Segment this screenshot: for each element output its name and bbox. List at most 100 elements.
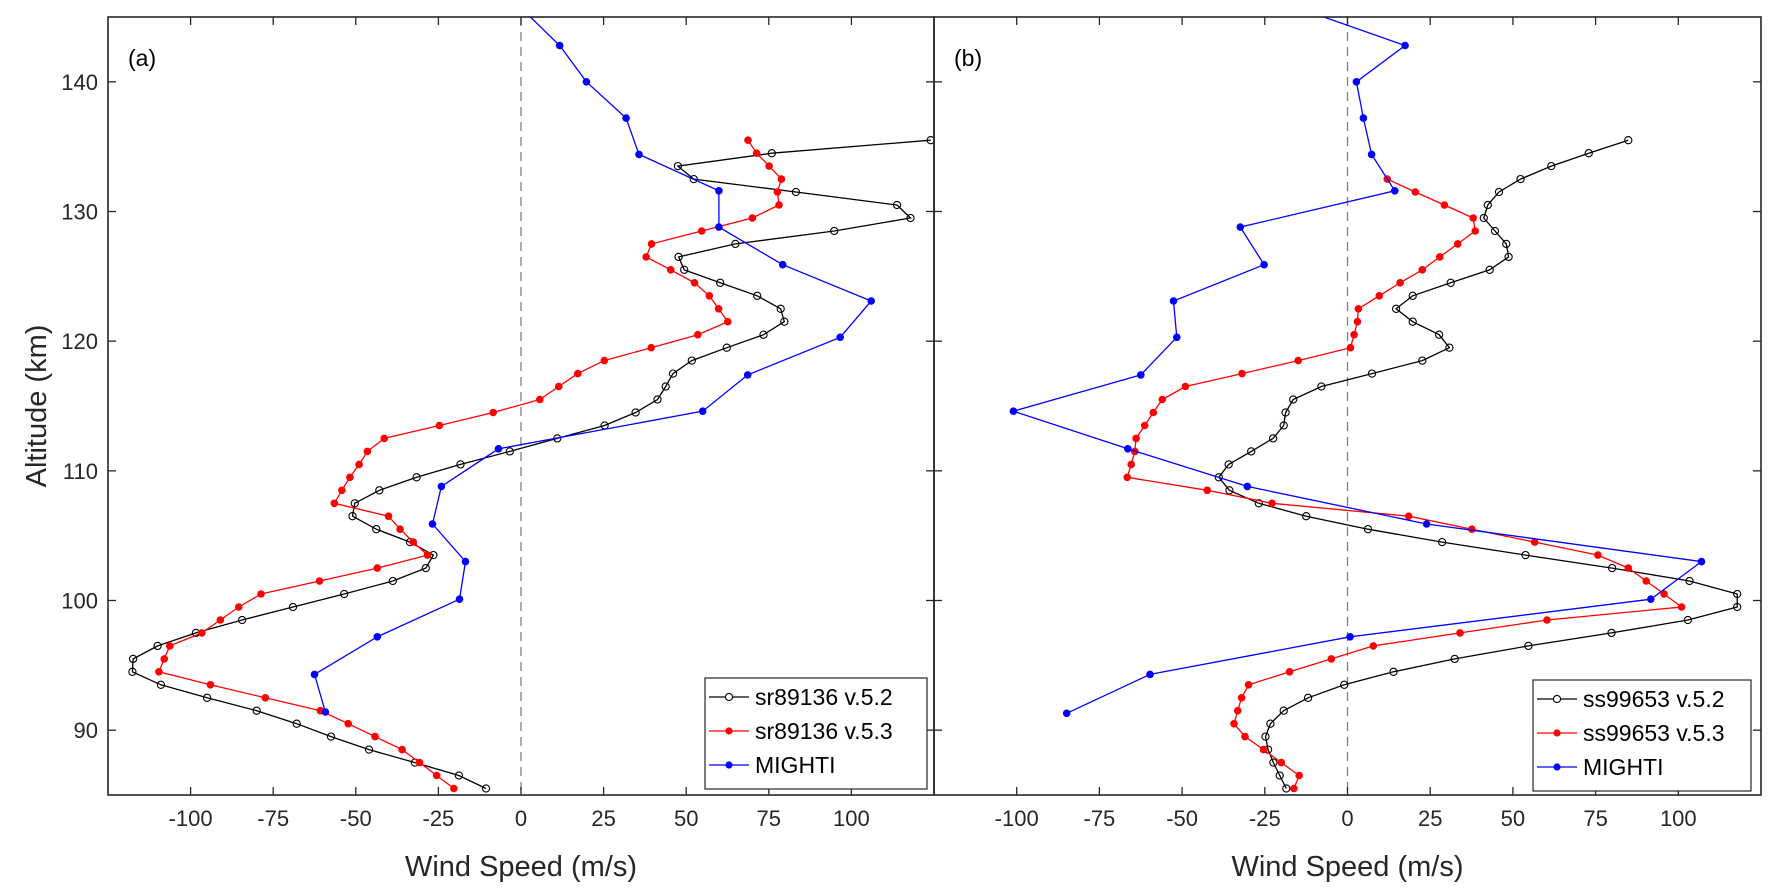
series-line xyxy=(1011,17,1704,714)
series-sr89136-v-5-3 xyxy=(155,136,786,793)
x-tick-label: -75 xyxy=(1084,806,1116,831)
data-point xyxy=(1124,445,1132,453)
x-tick-label: -25 xyxy=(423,806,455,831)
data-point xyxy=(216,616,225,624)
data-point xyxy=(398,745,406,754)
data-point xyxy=(1683,615,1693,625)
data-point xyxy=(348,512,357,521)
data-point xyxy=(412,473,421,482)
data-point xyxy=(773,188,782,196)
data-point xyxy=(1294,356,1302,365)
data-point xyxy=(1363,525,1373,534)
data-point xyxy=(1401,41,1409,50)
data-point xyxy=(666,266,675,274)
data-point xyxy=(435,421,444,430)
data-point xyxy=(1340,680,1349,689)
data-point xyxy=(421,563,430,573)
data-point xyxy=(1181,382,1190,391)
y-tick-label: 130 xyxy=(61,200,98,225)
data-point xyxy=(1479,213,1488,223)
data-point xyxy=(321,708,330,716)
data-point xyxy=(1594,551,1602,559)
data-point xyxy=(1289,395,1298,404)
data-point xyxy=(722,343,731,352)
data-point xyxy=(1389,667,1398,676)
data-point xyxy=(765,162,773,170)
data-point xyxy=(1238,369,1246,378)
x-tick-label: -100 xyxy=(995,806,1039,831)
data-point xyxy=(1524,641,1533,651)
data-point xyxy=(622,114,630,122)
panel-a: -100 -75 -50 -25 0 25 50 75 100 90 100 110 120 130 140… xyxy=(61,4,935,883)
data-point xyxy=(724,317,732,326)
data-point xyxy=(1530,538,1539,546)
series-line xyxy=(1217,139,1738,789)
data-point xyxy=(1418,356,1427,365)
x-tick-label: -50 xyxy=(340,806,372,831)
data-point xyxy=(1408,317,1417,326)
data-point xyxy=(1346,343,1355,352)
data-point xyxy=(1268,499,1276,508)
data-point xyxy=(461,557,470,566)
data-point xyxy=(1624,136,1633,145)
data-point xyxy=(759,330,768,339)
legend-label: ss99653 v.5.2 xyxy=(1583,686,1725,712)
data-point xyxy=(155,668,163,676)
data-point xyxy=(1647,595,1655,603)
data-point xyxy=(1547,161,1556,171)
data-point xyxy=(1434,330,1444,339)
data-point xyxy=(340,589,349,599)
data-point xyxy=(1158,395,1167,404)
data-point xyxy=(1369,642,1378,650)
data-point xyxy=(396,525,404,533)
data-point xyxy=(237,615,247,625)
data-point xyxy=(1375,292,1384,300)
data-point xyxy=(1169,297,1178,305)
legend-entry: sr89136 v.5.3 xyxy=(709,718,893,744)
series-ss99653-v-5-2 xyxy=(1214,136,1742,793)
x-tick-label: 100 xyxy=(833,806,870,831)
data-point xyxy=(1243,482,1252,491)
series-sr89136-v-5-2 xyxy=(128,136,934,793)
legend-entry: ss99653 v.5.2 xyxy=(1537,686,1725,712)
data-point xyxy=(384,512,393,520)
data-point xyxy=(791,187,801,197)
legend-label: MIGHTI xyxy=(755,752,836,778)
data-point xyxy=(1352,78,1361,86)
data-point xyxy=(481,784,491,793)
data-point xyxy=(450,784,458,793)
legend-label: MIGHTI xyxy=(1583,754,1664,780)
data-point xyxy=(906,213,915,223)
data-point xyxy=(1354,305,1363,313)
data-point xyxy=(1260,260,1268,269)
data-point xyxy=(778,260,787,269)
data-point xyxy=(344,719,353,728)
data-point xyxy=(517,4,525,12)
data-point xyxy=(673,161,683,171)
data-point xyxy=(830,226,839,236)
x-tick-label: 100 xyxy=(1660,806,1697,831)
data-point xyxy=(330,499,339,508)
data-point xyxy=(926,136,934,145)
data-point xyxy=(867,297,875,305)
data-point xyxy=(456,460,465,469)
data-point xyxy=(350,499,359,508)
data-point xyxy=(257,590,265,598)
data-point xyxy=(555,41,564,50)
data-point xyxy=(373,564,382,572)
data-point xyxy=(1173,333,1181,342)
data-point xyxy=(716,278,725,287)
data-point xyxy=(1445,343,1454,352)
data-point xyxy=(1123,473,1131,482)
data-point xyxy=(1279,706,1288,715)
data-point xyxy=(156,680,166,689)
data-point xyxy=(1259,745,1268,754)
data-point xyxy=(315,577,324,585)
y-axis-label: Altitude (km) xyxy=(21,325,53,488)
x-axis-label: Wind Speed (m/s) xyxy=(405,851,637,883)
legend-entry: MIGHTI xyxy=(709,752,836,778)
data-point xyxy=(748,214,757,222)
data-point xyxy=(153,641,162,651)
series-line xyxy=(313,17,873,713)
data-point xyxy=(489,408,498,417)
